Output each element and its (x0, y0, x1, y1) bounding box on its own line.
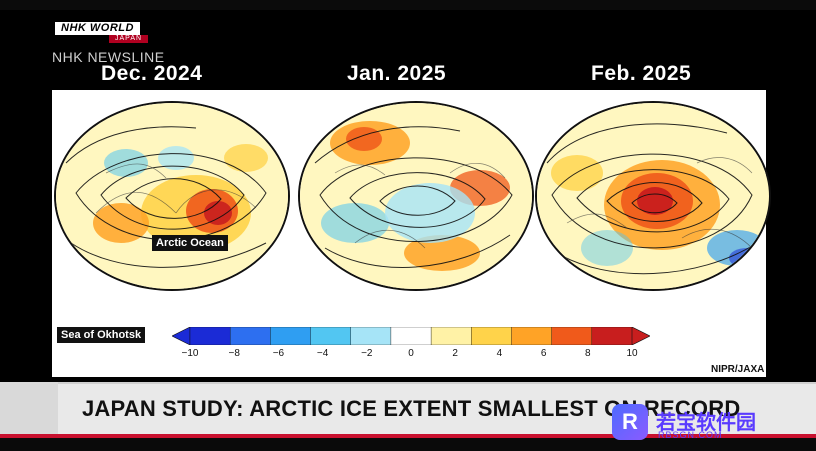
colorbar-tick-label: −6 (272, 348, 285, 359)
colorbar-tick-label: −4 (316, 348, 329, 359)
month-title-jan-2025: Jan. 2025 (347, 62, 447, 85)
colorbar-swatches (189, 327, 633, 345)
colorbar-swatch (310, 327, 352, 345)
colorbar-tick-label: 10 (626, 348, 638, 359)
colorbar-tick-label: 6 (540, 348, 547, 359)
lower-third-red-line (0, 434, 816, 438)
month-title-dec-2024: Dec. 2024 (101, 62, 203, 85)
colorbar-left-arrow (172, 327, 191, 345)
lower-third-accent (0, 382, 58, 434)
program-name: NHK NEWSLINE (52, 49, 165, 65)
watermark-url: RBSGN.COM (658, 430, 723, 440)
site-watermark: R 若宝软件园 RBSGN.COM (602, 400, 812, 446)
watermark-text: 若宝软件园 (656, 412, 756, 434)
colorbar-swatch (591, 327, 633, 345)
colorbar-tick-label: 8 (585, 348, 591, 359)
anomaly-map-jan-2025 (298, 101, 534, 291)
nhk-japan-logo-text: JAPAN (109, 35, 149, 43)
label-sea-of-okhotsk: Sea of Okhotsk (57, 327, 146, 343)
month-title-feb-2025: Feb. 2025 (591, 62, 692, 85)
nhk-world-logo: NHK WORLD JAPAN (55, 22, 175, 44)
colorbar (172, 327, 650, 345)
colorbar-swatch (471, 327, 512, 345)
colorbar-tick-label: 4 (496, 348, 503, 359)
colorbar-tick-label: −2 (361, 348, 373, 359)
bottom-black-bar (0, 438, 816, 451)
anomaly-map-dec-2024 (54, 101, 290, 291)
colorbar-swatch (430, 327, 472, 345)
anomaly-map-feb-2025 (535, 101, 771, 291)
label-arctic-ocean: Arctic Ocean (152, 235, 228, 251)
colorbar-tick-label: 2 (452, 348, 458, 359)
colorbar-swatch (189, 327, 231, 345)
colorbar-right-arrow (631, 327, 650, 345)
colorbar-swatch (270, 327, 311, 345)
colorbar-swatch (551, 327, 593, 345)
colorbar-swatch (390, 327, 432, 345)
colorbar-ticks: −10 −8 −6 −4 −2 0 2 4 6 8 10 (172, 348, 650, 362)
colorbar-tick-label: −8 (228, 348, 240, 359)
lower-third-bar (0, 382, 816, 436)
nhk-world-logo-text: NHK WORLD (55, 22, 140, 35)
colorbar-swatch (350, 327, 392, 345)
colorbar-tick-label: −10 (181, 348, 199, 359)
colorbar-swatch (511, 327, 553, 345)
top-black-bar (0, 0, 816, 10)
colorbar-tick-label: 0 (408, 348, 414, 359)
colorbar-swatch (229, 327, 271, 345)
image-credit: NIPR/JAXA (711, 364, 765, 375)
watermark-logo-icon: R (612, 404, 648, 440)
